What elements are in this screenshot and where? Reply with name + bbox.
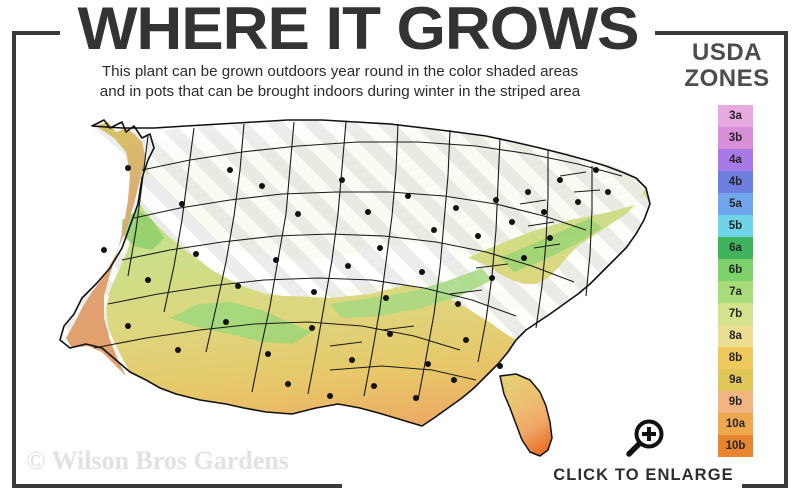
map-city-dots — [101, 165, 611, 401]
zone-swatch-3a: 3a — [718, 105, 753, 127]
zone-swatch-9a: 9a — [718, 369, 753, 391]
zone-swatch-7b: 7b — [718, 303, 753, 325]
page-title: WHERE IT GROWS — [77, 0, 639, 62]
zone-swatch-9b: 9b — [718, 391, 753, 413]
legend-title-line-2: ZONES — [684, 65, 770, 92]
frame-segment-top-right — [655, 31, 788, 35]
zone-swatch-3b: 3b — [718, 127, 753, 149]
zone-swatch-6a: 6a — [718, 237, 753, 259]
zone-swatch-7a: 7a — [718, 281, 753, 303]
subtitle: This plant can be grown outdoors year ro… — [40, 62, 640, 102]
frame-segment-bottom-right — [742, 484, 788, 488]
zone-swatch-5a: 5a — [718, 193, 753, 215]
map-national-outline — [59, 119, 651, 457]
subtitle-line-2: and in pots that can be brought indoors … — [99, 83, 581, 100]
frame-segment-top-left — [12, 31, 60, 35]
zone-swatch-8b: 8b — [718, 347, 753, 369]
zone-swatch-4b: 4b — [718, 171, 753, 193]
map-striped-band — [146, 120, 646, 298]
magnifier-plus-icon[interactable] — [622, 418, 668, 460]
zone-swatch-8a: 8a — [718, 325, 753, 347]
watermark: © Wilson Bros Gardens — [26, 446, 289, 475]
map-svg — [59, 119, 651, 457]
click-to-enlarge-label[interactable]: CLICK TO ENLARGE — [553, 466, 734, 484]
map-west-coast-shading — [66, 122, 146, 376]
usda-zone-legend: 3a 3b 4a 4b 5a 5b 6a 6b 7a 7b 8a 8b 9a 9b 10a 10b — [718, 105, 753, 457]
zone-swatch-10b: 10b — [718, 435, 753, 457]
frame-segment-bottom-left — [12, 484, 342, 488]
map-florida-shading — [500, 374, 552, 456]
zone-swatch-4a: 4a — [718, 149, 753, 171]
frame-segment-right — [784, 31, 788, 488]
subtitle-line-1: This plant can be grown outdoors year ro… — [101, 63, 579, 80]
zone-swatch-6b: 6b — [718, 259, 753, 281]
zone-swatch-10a: 10a — [718, 413, 753, 435]
usda-hardiness-map[interactable] — [30, 108, 670, 468]
legend-title: USDA ZONES — [672, 40, 782, 92]
zone-swatch-5b: 5b — [718, 215, 753, 237]
map-state-borders — [93, 121, 623, 401]
map-striped-region — [60, 120, 650, 372]
legend-title-line-1: USDA — [691, 39, 762, 66]
frame-segment-left — [12, 31, 16, 488]
